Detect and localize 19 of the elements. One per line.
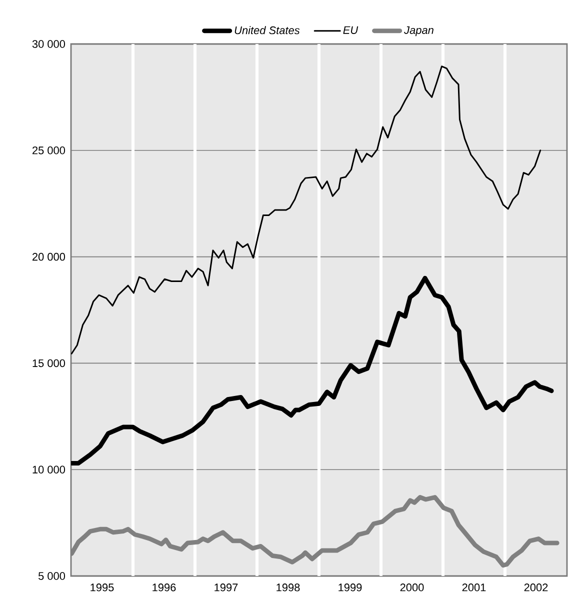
x-tick-label: 2002: [524, 584, 548, 592]
x-tick-label: 2000: [400, 584, 424, 592]
legend-label: EU: [343, 26, 358, 34]
y-tick-label: 25 000: [32, 146, 66, 154]
x-tick-label: 1999: [338, 584, 362, 592]
y-tick-label: 30 000: [32, 40, 66, 48]
legend-label: Japan: [404, 26, 434, 36]
x-tick-label: 1998: [276, 584, 300, 592]
x-tick-label: 2001: [462, 584, 486, 592]
line-series: [71, 66, 542, 354]
x-tick-label: 1997: [214, 584, 238, 592]
y-tick-label: 15 000: [32, 359, 66, 368]
line-series: [71, 276, 554, 466]
y-tick-label: 10 000: [32, 466, 66, 474]
y-tick-label: 20 000: [32, 252, 66, 261]
x-tick-label: 1996: [152, 584, 176, 592]
y-tick-label: 5 000: [38, 572, 66, 580]
x-tick-label: 1995: [90, 584, 114, 592]
legend-label: United States: [234, 26, 300, 34]
